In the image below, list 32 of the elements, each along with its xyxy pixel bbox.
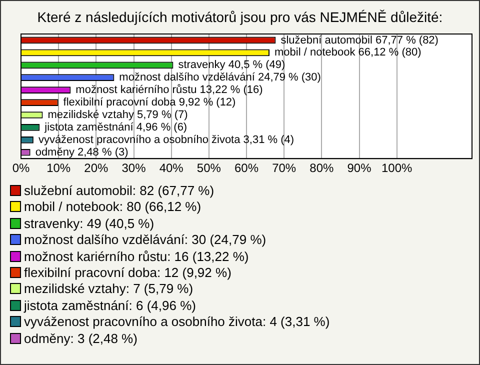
data-label: stravenky 40,5 % (49) xyxy=(178,59,286,72)
x-tick-label: 100% xyxy=(381,161,413,176)
data-label: služební automobil 67,77 % (82) xyxy=(280,34,438,46)
text: odměny: 3 (2,48 %) xyxy=(24,330,138,346)
text: stravenky: 49 (40,5 %) xyxy=(24,216,154,231)
data-label: mobil / notebook 66,12 % (80) xyxy=(274,46,422,59)
x-tick-label: 20% xyxy=(84,161,108,176)
data-label: jistota zaměstnání 4,96 % (6) xyxy=(44,121,188,134)
text: možnost dalšího vzdělávání: 30 (24,79 %) xyxy=(24,232,266,248)
text: flexibilní pracovní doba: 12 (9,92 %) xyxy=(24,265,232,280)
text: služební automobil: 82 (67,77 %) xyxy=(24,183,214,198)
chart-title: Které z následujících motivátorů jsou pro vás NEJMÉNĚ důležité: xyxy=(36,9,444,25)
data-label: možnost kariérního růstu 13,22 % (16) xyxy=(76,84,263,96)
x-tick-label: 30% xyxy=(122,161,146,176)
data-label: možnost dalšího vzdělávání 24,79 % (30) xyxy=(119,72,321,84)
text: vyváženost pracovního a osobního života: 4 (3,31 %) xyxy=(24,314,330,330)
data-label: vyváženost pracovního a osobního života 3,31 % (4) xyxy=(38,134,294,146)
text: jistota zaměstnání: 6 (4,96 %) xyxy=(24,298,196,313)
text: možnost kariérního růstu: 16 (13,22 %) xyxy=(24,248,249,264)
x-tick-label: 50% xyxy=(196,161,222,176)
data-label: odměny 2,48 % (3) xyxy=(35,146,128,158)
data-label: flexibilní pracovní doba 9,92 % (12) xyxy=(63,96,236,109)
x-tick-label: 80% xyxy=(310,161,334,176)
x-tick-label: 70% xyxy=(272,161,296,176)
x-tick-label: 90% xyxy=(347,161,372,176)
text: mobil / notebook: 80 (66,12 %) xyxy=(24,199,202,214)
x-tick-label: 0% xyxy=(12,161,30,176)
x-tick-label: 40% xyxy=(159,161,184,176)
data-label: mezilidské vztahy 5,79 % (7) xyxy=(48,109,188,122)
x-tick-label: 10% xyxy=(46,161,71,176)
text: mezilidské vztahy: 7 (5,79 %) xyxy=(24,281,194,296)
x-tick-label: 60% xyxy=(234,161,259,176)
